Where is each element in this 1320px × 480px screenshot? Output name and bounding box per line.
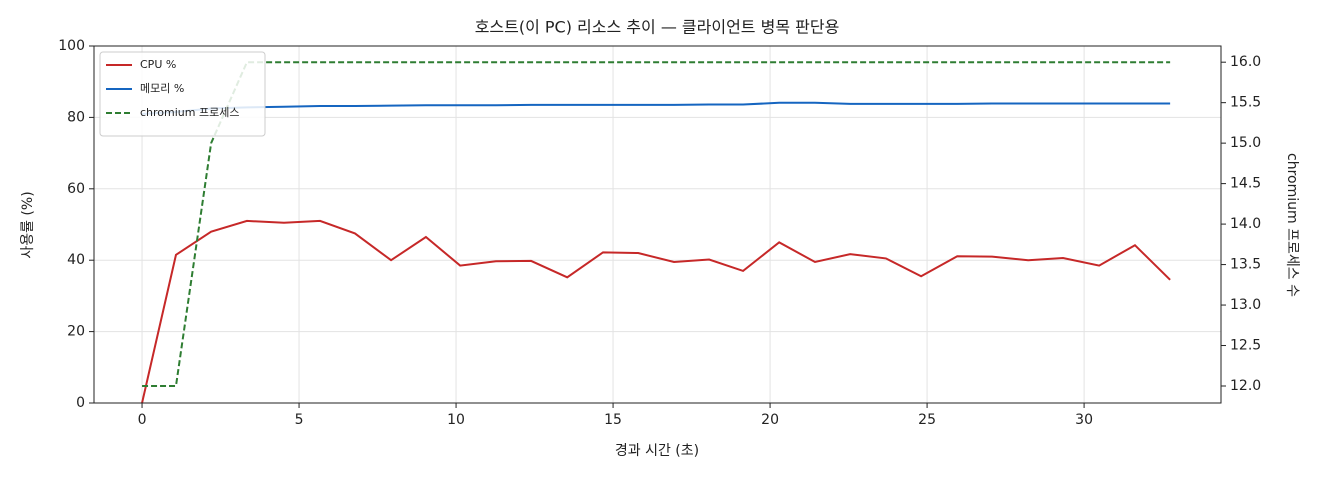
legend-label: chromium 프로세스 xyxy=(140,106,239,119)
y2-tick-label: 12.5 xyxy=(1230,338,1261,354)
series-line xyxy=(142,61,1171,387)
x-tick-label: 15 xyxy=(604,412,622,428)
legend-box xyxy=(99,51,266,137)
y-tick-label: 40 xyxy=(67,252,85,268)
y2-tick-label: 15.0 xyxy=(1230,135,1261,151)
y2-tick-label: 16.0 xyxy=(1230,54,1261,70)
y2-axis-label: chromium 프로세스 수 xyxy=(1284,153,1300,297)
y2-tick-label: 14.0 xyxy=(1230,216,1261,232)
legend-label: CPU % xyxy=(140,58,176,71)
x-tick-label: 20 xyxy=(761,412,779,428)
y2-tick-label: 15.5 xyxy=(1230,95,1261,111)
y-tick-label: 80 xyxy=(67,109,85,125)
x-tick-label: 10 xyxy=(447,412,465,428)
series-line xyxy=(141,101,1171,115)
y-tick-label: 100 xyxy=(58,38,85,54)
y-tick-label: 0 xyxy=(76,395,85,411)
y2-tick-label: 13.5 xyxy=(1230,257,1261,273)
y2-tick-label: 14.5 xyxy=(1230,176,1261,192)
x-tick-label: 30 xyxy=(1075,412,1093,428)
x-tick-label: 5 xyxy=(295,412,304,428)
y2-tick-label: 12.0 xyxy=(1230,378,1261,394)
plot-frame xyxy=(93,45,1222,404)
legend: CPU % 메모리 % chromium 프로세스 xyxy=(99,51,266,137)
y-tick-label: 20 xyxy=(67,324,85,340)
x-tick-label: 0 xyxy=(138,412,147,428)
y-axis-label: 사용률 (%) xyxy=(20,191,36,258)
legend-label: 메모리 % xyxy=(140,82,184,95)
y2-tick-label: 13.0 xyxy=(1230,297,1261,313)
x-axis-label: 경과 시간 (초) xyxy=(615,443,699,459)
y-tick-label: 60 xyxy=(67,181,85,197)
x-tick-label: 25 xyxy=(918,412,936,428)
series-line xyxy=(141,219,1171,404)
chart-title: 호스트(이 PC) 리소스 추이 — 클라이언트 병목 판단용 xyxy=(475,18,840,37)
